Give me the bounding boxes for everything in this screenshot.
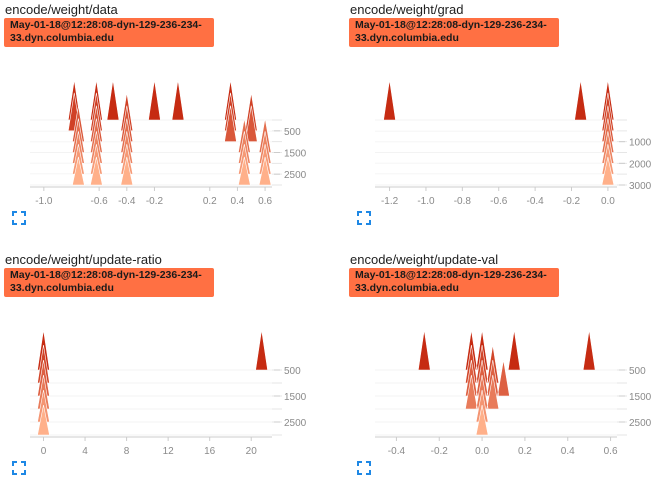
histogram-ridge [375, 329, 617, 371]
x-tick-label: 16 [204, 446, 216, 457]
fullscreen-icon[interactable] [12, 211, 26, 225]
y-tick-label: 1500 [629, 392, 652, 403]
x-tick-label: 12 [163, 446, 175, 457]
histogram-ridge [30, 329, 272, 371]
x-tick-label: -0.4 [388, 446, 406, 457]
x-tick-label: 0.4 [230, 196, 244, 207]
x-tick-label: -0.6 [490, 196, 508, 207]
x-tick-label: 0.4 [561, 446, 575, 457]
histogram-ridge [375, 374, 617, 410]
histogram-ridge [375, 144, 617, 175]
y-tick-label: 3000 [629, 181, 652, 192]
card-title: encode/weight/update-ratio [5, 252, 162, 267]
histogram-ridge [375, 389, 617, 423]
x-tick-label: -0.4 [118, 196, 136, 207]
histogram-ridge [375, 92, 617, 132]
x-tick-label: 0.2 [203, 196, 217, 207]
histogram-ridge [375, 79, 617, 121]
y-tick-label: 2500 [284, 418, 307, 429]
y-tick-label: 500 [629, 366, 646, 377]
card-title: encode/weight/grad [350, 2, 464, 17]
y-tick-label: 2000 [629, 159, 652, 170]
histogram-ridge [30, 144, 272, 175]
histogram-ridge [375, 105, 617, 142]
histogram-card-update-ratio: encode/weight/update-ratio May-01-18@12:… [0, 250, 320, 490]
y-tick-label: 500 [284, 127, 301, 138]
histogram-card-update-val: encode/weight/update-val May-01-18@12:28… [345, 250, 665, 490]
y-tick-label: 2500 [284, 170, 307, 181]
run-label: May-01-18@12:28:08-dyn-129-236-234-33.dy… [4, 18, 214, 47]
x-tick-label: -0.8 [454, 196, 472, 207]
x-tick-label: -0.2 [563, 196, 581, 207]
histogram-chart: 500 1500 2500 -1.0 -0.6 -0.4 -0.2 0.2 0.4 0.6 [30, 79, 307, 207]
run-label: May-01-18@12:28:08-dyn-129-236-234-33.dy… [349, 268, 559, 297]
y-tick-label: 1000 [629, 138, 652, 149]
histogram-ridge [375, 118, 617, 153]
x-tick-label: -0.4 [527, 196, 545, 207]
x-tick-label: -0.6 [91, 196, 109, 207]
histogram-ridge [375, 359, 617, 397]
x-tick-label: -1.0 [35, 196, 53, 207]
histogram-ridge [375, 344, 617, 384]
fullscreen-icon[interactable] [357, 461, 371, 475]
histogram-chart: 500 1500 2500 0 4 8 12 16 20 [30, 329, 307, 457]
run-label: May-01-18@12:28:08-dyn-129-236-234-33.dy… [349, 18, 559, 47]
histogram-ridge [375, 156, 617, 186]
histogram-ridge [375, 404, 617, 436]
x-tick-label: 0.2 [518, 446, 532, 457]
y-tick-label: 1500 [284, 392, 307, 403]
x-tick-label: 0.0 [601, 196, 615, 207]
histogram-card-grad: encode/weight/grad May-01-18@12:28:08-dy… [345, 0, 665, 240]
histogram-card-data: encode/weight/data May-01-18@12:28:08-dy… [0, 0, 320, 240]
histogram-ridge [30, 404, 272, 436]
histogram-ridge [30, 374, 272, 410]
card-title: encode/weight/data [5, 2, 118, 17]
x-tick-label: 20 [246, 446, 258, 457]
histogram-chart: 500 1500 2500 -0.4 -0.2 0.0 0.2 0.4 0.6 [375, 329, 652, 457]
histogram-ridge [30, 79, 272, 121]
card-title: encode/weight/update-val [350, 252, 499, 267]
x-tick-label: -0.2 [146, 196, 164, 207]
fullscreen-icon[interactable] [12, 461, 26, 475]
x-tick-label: -1.0 [417, 196, 435, 207]
y-tick-label: 1500 [284, 149, 307, 160]
fullscreen-icon[interactable] [357, 211, 371, 225]
y-tick-label: 2500 [629, 418, 652, 429]
x-tick-label: 8 [124, 446, 130, 457]
histogram-ridge [30, 359, 272, 397]
histogram-ridge [30, 156, 272, 186]
histogram-ridge [30, 389, 272, 423]
x-tick-label: -1.2 [381, 196, 399, 207]
x-tick-label: 0.6 [258, 196, 272, 207]
x-tick-label: 0 [41, 446, 47, 457]
x-tick-label: 0.6 [604, 446, 618, 457]
x-tick-label: 4 [82, 446, 88, 457]
y-tick-label: 500 [284, 366, 301, 377]
x-tick-label: -0.2 [431, 446, 449, 457]
x-tick-label: 0.0 [475, 446, 489, 457]
run-label: May-01-18@12:28:08-dyn-129-236-234-33.dy… [4, 268, 214, 297]
histogram-ridge [375, 131, 617, 164]
histogram-ridge [30, 344, 272, 384]
histogram-chart: 1000 2000 3000 -1.2 -1.0 -0.8 -0.6 -0.4 -0.2 0.0 [375, 79, 652, 207]
